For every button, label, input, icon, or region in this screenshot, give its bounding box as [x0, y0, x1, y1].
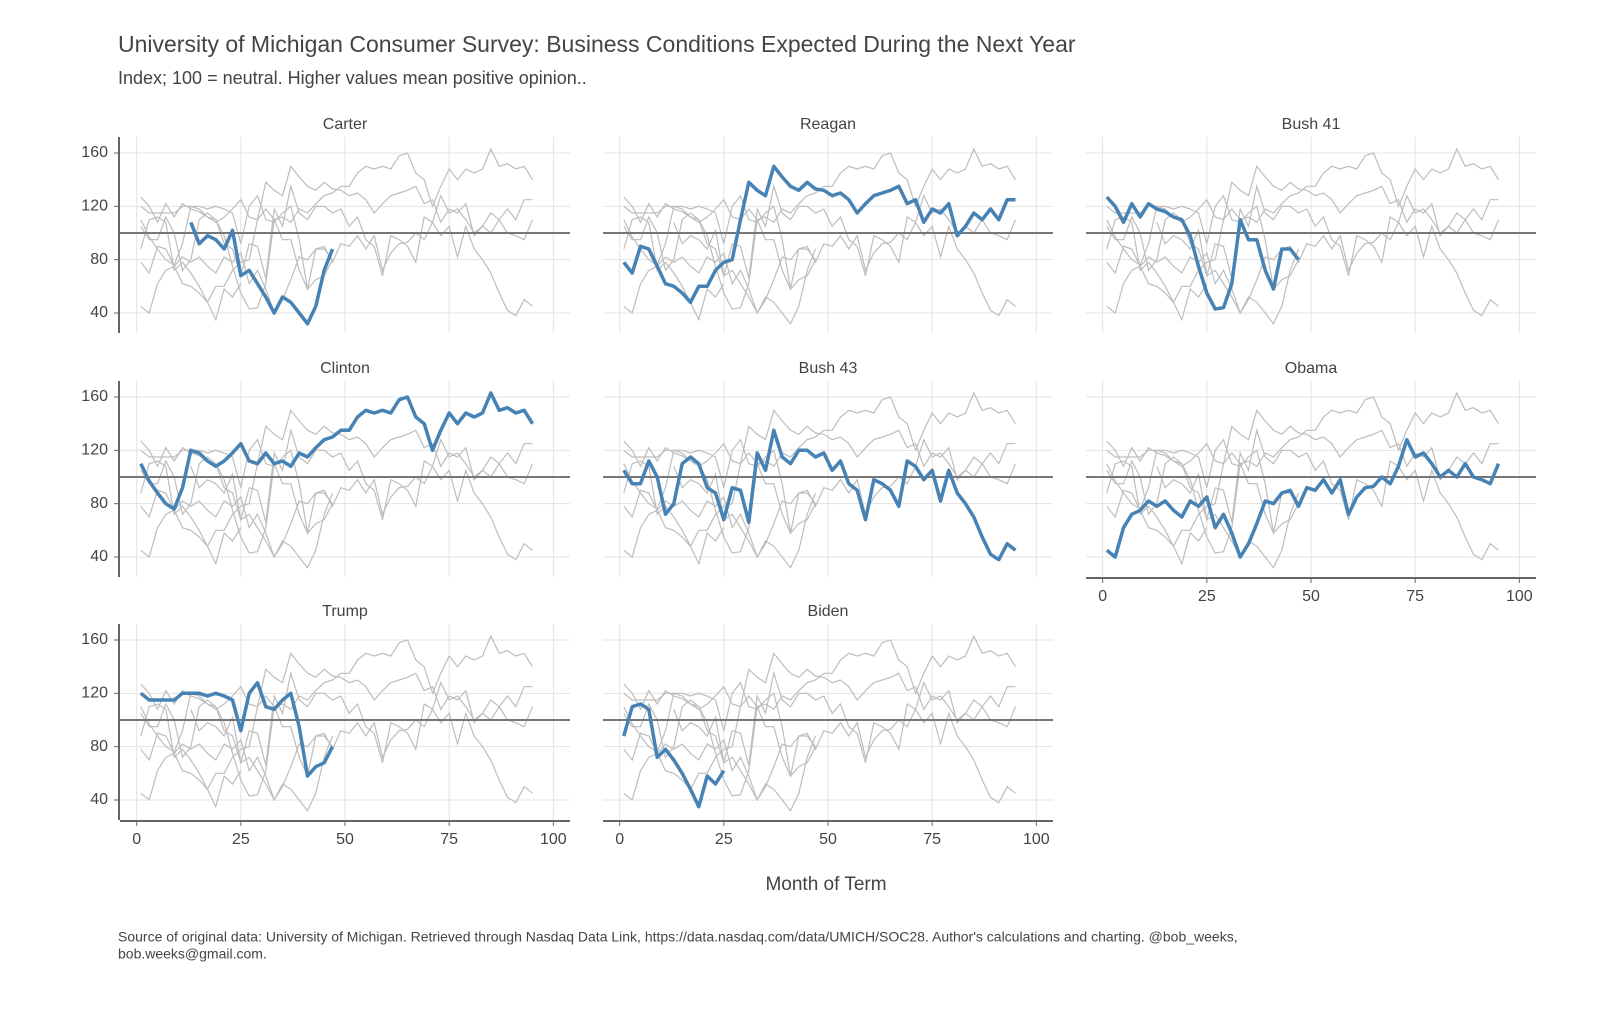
- context-line: [140, 183, 533, 317]
- context-line: [623, 652, 1016, 791]
- highlight-line: [1105, 437, 1501, 559]
- context-line: [1106, 460, 1208, 566]
- panel-title: Trump: [322, 603, 368, 620]
- context-line: [140, 194, 334, 291]
- context-line: [623, 194, 1017, 315]
- context-line: [140, 427, 533, 561]
- y-tick-label: 80: [90, 738, 108, 755]
- x-tick-label: 75: [923, 831, 941, 848]
- x-tick-label: 75: [1406, 588, 1424, 605]
- y-tick-label: 80: [90, 495, 108, 512]
- highlight-line: [622, 702, 726, 809]
- chart-subtitle: Index; 100 = neutral. Higher values mean…: [118, 68, 587, 88]
- context-line: [140, 703, 242, 809]
- highlight-line: [1105, 195, 1300, 311]
- x-tick-label: 100: [1506, 588, 1533, 605]
- context-line: [1106, 440, 1299, 554]
- x-tick-label: 100: [1023, 831, 1050, 848]
- x-tick-label: 25: [1198, 588, 1216, 605]
- x-tick-label: 50: [336, 831, 354, 848]
- y-tick-label: 160: [81, 631, 108, 648]
- context-line: [673, 222, 817, 325]
- x-tick-label: 50: [1302, 588, 1320, 605]
- context-line: [1106, 183, 1499, 317]
- y-tick-label: 160: [81, 144, 108, 161]
- y-tick-label: 40: [90, 304, 108, 321]
- x-axis-title: Month of Term: [765, 874, 886, 895]
- context-line: [140, 683, 333, 797]
- context-line: [673, 466, 817, 569]
- y-tick-label: 120: [81, 442, 108, 459]
- x-tick-label: 25: [715, 831, 733, 848]
- caption: Source of original data: University of M…: [118, 929, 1238, 945]
- x-tick-label: 100: [540, 831, 567, 848]
- x-tick-label: 0: [1098, 588, 1107, 605]
- context-line: [190, 709, 334, 812]
- context-line: [140, 409, 533, 548]
- context-line: [140, 165, 533, 304]
- highlight-line: [622, 428, 1017, 562]
- context-line: [140, 216, 242, 322]
- context-line: [140, 681, 534, 802]
- context-line: [140, 196, 333, 310]
- context-line: [140, 634, 534, 753]
- context-line: [623, 681, 1017, 802]
- panel-title: Reagan: [800, 116, 856, 133]
- context-line: [1106, 427, 1499, 561]
- y-tick-label: 120: [81, 198, 108, 215]
- context-line: [140, 438, 534, 559]
- context-line: [623, 409, 1016, 548]
- highlight-line: [139, 680, 335, 778]
- context-line: [140, 147, 534, 266]
- context-line: [140, 194, 534, 315]
- context-line: [623, 194, 817, 291]
- x-tick-label: 50: [819, 831, 837, 848]
- x-tick-label: 25: [232, 831, 250, 848]
- context-line: [623, 438, 817, 535]
- context-line: [1106, 438, 1300, 535]
- context-line: [1106, 165, 1499, 304]
- context-line: [190, 466, 334, 569]
- context-line: [140, 652, 533, 791]
- context-line: [623, 216, 725, 322]
- x-tick-label: 75: [440, 831, 458, 848]
- x-tick-label: 0: [615, 831, 624, 848]
- caption: bob.weeks@gmail.com.: [118, 946, 267, 962]
- highlight-line: [622, 164, 1016, 305]
- context-line: [623, 670, 1016, 804]
- context-line: [1156, 466, 1300, 569]
- context-line: [623, 438, 1017, 559]
- context-line: [623, 634, 1017, 753]
- y-tick-label: 40: [90, 791, 108, 808]
- panel-title: Clinton: [320, 360, 370, 377]
- chart-title: University of Michigan Consumer Survey: …: [118, 31, 1076, 57]
- context-line: [1106, 194, 1500, 315]
- x-tick-label: 0: [132, 831, 141, 848]
- context-line: [623, 440, 816, 554]
- context-line: [623, 683, 816, 797]
- panel-title: Bush 43: [799, 360, 858, 377]
- context-line: [673, 709, 817, 812]
- context-line: [623, 681, 817, 778]
- y-tick-label: 160: [81, 388, 108, 405]
- context-line: [140, 670, 533, 804]
- context-line: [140, 440, 333, 554]
- context-line: [623, 460, 725, 566]
- highlight-line: [139, 391, 534, 511]
- y-tick-label: 80: [90, 251, 108, 268]
- panel-title: Biden: [808, 603, 849, 620]
- y-tick-label: 40: [90, 548, 108, 565]
- panel-title: Bush 41: [1282, 116, 1341, 133]
- context-line: [623, 183, 1016, 317]
- context-line: [140, 438, 334, 535]
- context-line: [140, 460, 242, 566]
- panel-title: Carter: [323, 116, 368, 133]
- panel-title: Obama: [1285, 360, 1338, 377]
- context-line: [623, 196, 816, 310]
- y-tick-label: 120: [81, 685, 108, 702]
- context-line: [1106, 391, 1500, 510]
- highlight-line: [189, 221, 335, 326]
- context-line: [1106, 216, 1208, 322]
